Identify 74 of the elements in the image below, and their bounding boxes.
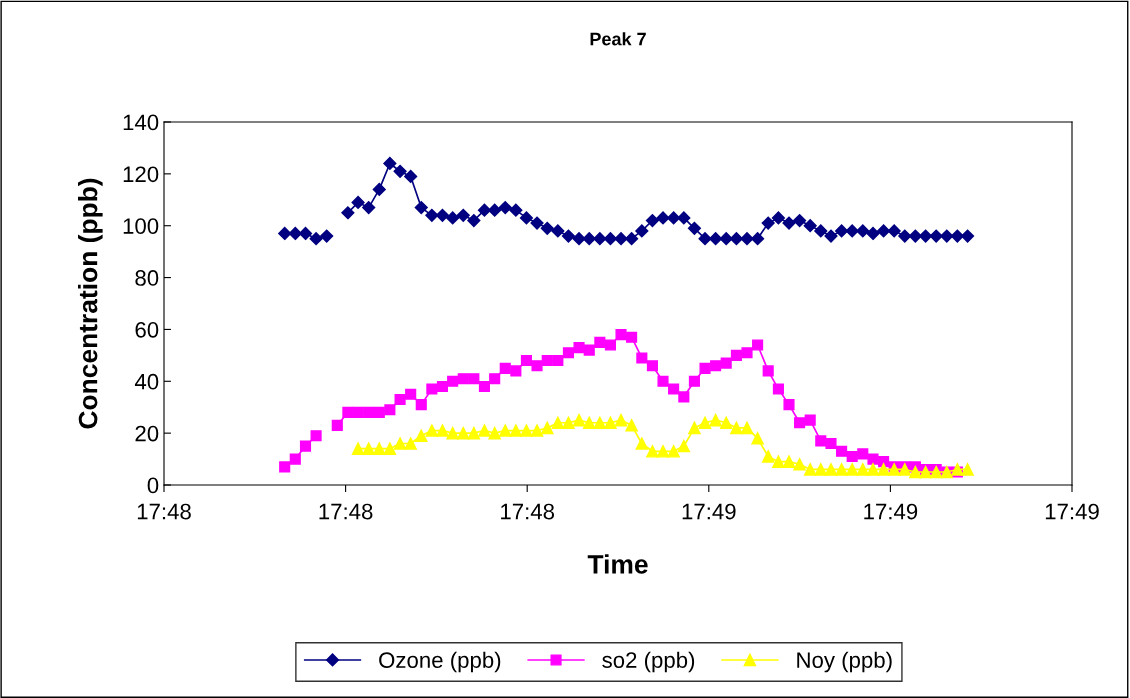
point [667,445,680,458]
point [520,424,533,437]
point [393,437,407,450]
legend-label: Ozone (ppb) [379,651,501,673]
point [835,463,848,476]
y-axis-title: Concentration (ppb) [78,178,103,429]
point [646,445,659,458]
point [362,442,375,455]
point [551,416,565,430]
point [488,426,501,440]
point [929,465,943,479]
point [562,416,575,430]
y-tick-label: 80 [135,270,159,286]
y-tick-label: 60 [135,321,159,338]
x-tick-label: 17:49 [682,503,736,520]
point [404,437,417,450]
point [688,421,701,435]
point [824,463,838,476]
y-tick-label: 40 [134,373,159,390]
point [677,439,691,453]
point [604,416,617,430]
point [425,424,439,437]
point [614,413,628,427]
point [866,463,880,476]
point [446,426,459,440]
y-tick-label: 140 [123,114,159,131]
y-tick-label: 0 [147,477,159,494]
point [656,445,670,458]
point [499,424,512,437]
point [698,416,712,430]
x-axis-title: Time [587,554,648,574]
point [436,424,449,437]
point [625,419,638,432]
x-tick-label: 17:49 [864,503,918,520]
point [351,442,365,455]
point [572,413,586,427]
point [961,463,974,476]
point [530,424,544,437]
point [730,421,743,435]
point [782,455,796,468]
point [478,424,491,437]
point [814,463,828,476]
point [877,463,890,476]
point [582,416,596,430]
point [761,450,775,463]
y-tick-label: 20 [135,425,159,442]
legend-label: so2 (ppb) [602,651,695,673]
point [751,432,764,445]
point [541,421,554,435]
point [740,421,754,435]
legend-label: Noy (ppb) [797,651,892,673]
point [383,442,397,455]
point [856,463,870,476]
y-tick-label: 120 [123,166,159,183]
point [467,426,481,440]
x-tick-label: 17:48 [501,503,555,520]
point [593,416,607,430]
point [845,463,859,476]
point [772,455,785,468]
point [509,424,523,437]
x-tick-label: 17:48 [137,503,191,520]
point [719,416,733,430]
x-tick-label: 17:49 [1045,503,1099,520]
point [635,437,649,450]
point [415,429,428,442]
point [909,465,922,479]
y-tick-label: 100 [123,218,159,234]
point [373,442,386,455]
point [793,458,806,471]
chart-title: Peak 7 [590,32,646,46]
x-tick-label: 17:48 [319,503,373,520]
point [803,463,817,476]
point [709,413,722,427]
point [919,465,932,479]
